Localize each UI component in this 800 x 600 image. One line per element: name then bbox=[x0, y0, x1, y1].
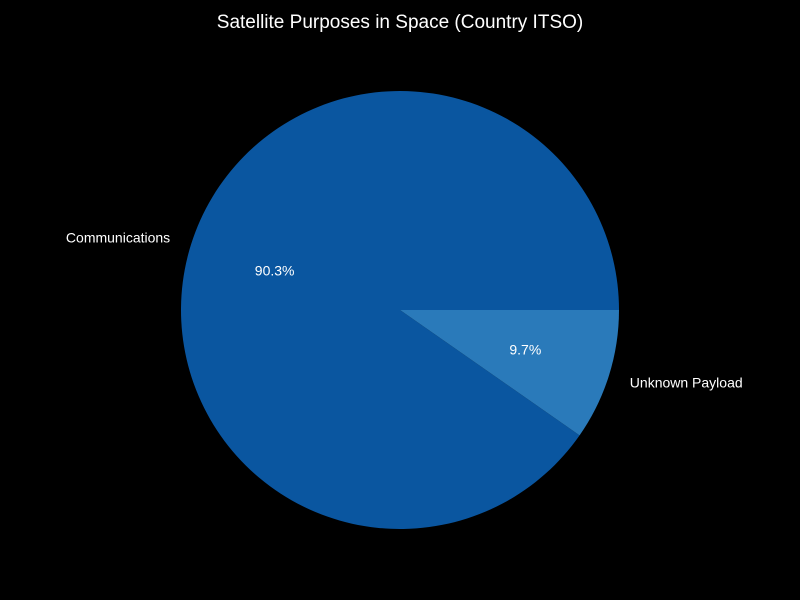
chart-title: Satellite Purposes in Space (Country ITS… bbox=[217, 12, 583, 33]
pie-slice-unknown-payload bbox=[400, 310, 619, 436]
pie-slices bbox=[180, 90, 619, 530]
slice-value-label-unknown-payload: 9.7% bbox=[509, 341, 541, 357]
slice-label-communications: Communications bbox=[66, 230, 170, 246]
slice-value-label-communications: 90.3% bbox=[255, 263, 295, 279]
pie-labels: Communications 90.3% Unknown Payload 9.7% bbox=[66, 230, 743, 391]
slice-label-unknown-payload: Unknown Payload bbox=[630, 374, 743, 390]
